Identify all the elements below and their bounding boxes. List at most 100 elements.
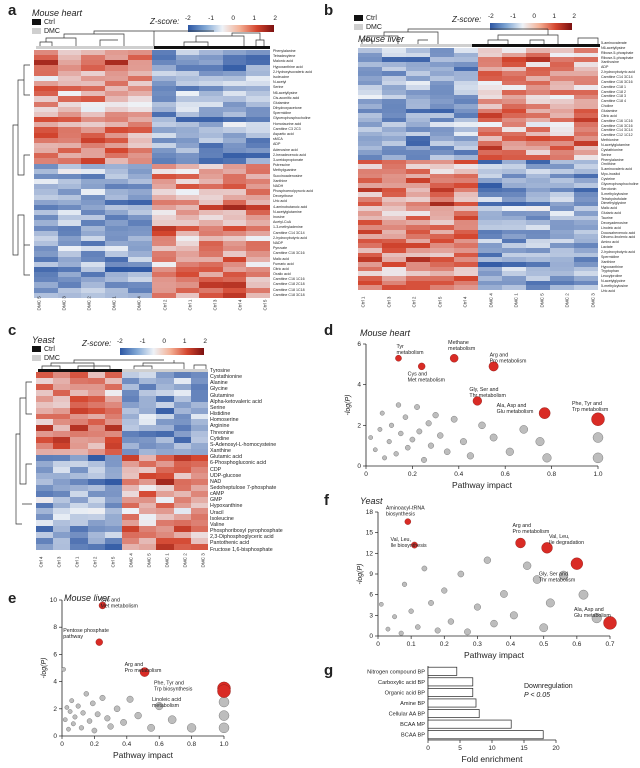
heatmap-cell (406, 145, 430, 151)
y-tick-label: 15 (366, 530, 374, 537)
heatmap-col-label: DMC 1 (164, 553, 170, 568)
heatmap-cell (406, 178, 430, 183)
heatmap-row-label: cAMP (210, 491, 225, 498)
data-point (392, 614, 397, 620)
heatmap-cell (156, 538, 174, 545)
heatmap-cell (454, 131, 478, 137)
heatmap-cell (70, 520, 88, 527)
heatmap-cell (175, 235, 200, 242)
bar (427, 730, 544, 740)
heatmap-cell (81, 199, 105, 205)
heatmap-cell (34, 241, 58, 247)
heatmap-cell (358, 159, 382, 165)
heatmap-cell (246, 142, 270, 149)
heatmap-cell (199, 194, 223, 200)
heatmap-cell (81, 215, 105, 221)
heatmap-cell (104, 241, 129, 247)
data-point (408, 608, 414, 614)
heatmap-cell (70, 377, 88, 384)
heatmap-cell (53, 461, 71, 467)
heatmap-cell (550, 150, 574, 156)
heatmap-cell (550, 159, 574, 165)
heatmap-cell (382, 229, 406, 235)
heatmap-cell (81, 225, 105, 231)
heatmap-cell (122, 437, 140, 444)
heatmap-cell (199, 142, 223, 149)
heatmap-cell (406, 66, 430, 72)
heatmap-cell (454, 103, 478, 109)
heatmap-cell (550, 280, 574, 286)
heatmap-cell (70, 472, 88, 479)
heatmap-cell (70, 455, 88, 461)
heatmap-cell (526, 131, 550, 137)
heatmap-cell (190, 526, 208, 533)
heatmap-cell (104, 168, 129, 174)
data-point (218, 710, 230, 721)
heatmap-cell (430, 234, 454, 239)
data-point (459, 438, 467, 446)
heatmap-row-label: Alpha-ketovaleric acid (210, 398, 262, 405)
heatmap-cell (502, 201, 526, 207)
heatmap-cell (430, 178, 454, 183)
heatmap-cell (81, 246, 105, 252)
data-point (64, 705, 70, 710)
heatmap-cell (81, 173, 105, 180)
heatmap-cell (358, 75, 382, 81)
heatmap-cell (34, 127, 58, 133)
heatmap-row-label: Glycerophosphocholine (273, 116, 311, 121)
y-axis-label: -log(P) (357, 563, 364, 584)
heatmap-cell (526, 173, 550, 179)
x-tick-label: 1.0 (219, 741, 228, 748)
heatmap-cell (222, 256, 247, 262)
heatmap-row-label: 2-hydroxybutyric acid (601, 70, 635, 75)
heatmap-row-label: Methylguanine (273, 168, 297, 173)
heatmap-cell (246, 122, 270, 128)
heatmap-cell (430, 276, 454, 281)
heatmap-cell (36, 514, 54, 521)
heatmap-cell (430, 52, 454, 58)
heatmap-cell (358, 85, 382, 90)
heatmap-cell (104, 526, 122, 533)
heatmap-cell (526, 141, 550, 146)
heatmap-cell (128, 96, 152, 102)
heatmap-cell (104, 194, 129, 200)
heatmap-cell (57, 96, 82, 102)
heatmap-cell (175, 204, 200, 211)
heatmap-cell (81, 132, 105, 138)
category-label: Amine BP (400, 701, 425, 707)
heatmap-cell (104, 235, 129, 242)
heatmap-cell (574, 182, 598, 188)
heatmap-cell (104, 215, 129, 221)
heatmap-cell (128, 163, 152, 169)
y-tick-label: 10 (50, 597, 58, 604)
heatmap-cell (34, 210, 58, 216)
heatmap-row-label: Tyrosine (210, 368, 231, 374)
heatmap-cell (550, 145, 574, 151)
heatmap-cell (478, 187, 502, 193)
heatmap-cell (358, 117, 382, 123)
heatmap-cell (502, 224, 526, 230)
heatmap-cell (34, 153, 58, 159)
heatmap-cell (222, 137, 247, 143)
point-annotation: Ala, Asp and Glu metabolism (574, 607, 611, 619)
heatmap-cell (122, 413, 140, 420)
heatmap-cell (526, 252, 550, 258)
heatmap-cell (104, 490, 122, 497)
heatmap-cell (406, 201, 430, 207)
heatmap-cell (36, 472, 54, 479)
heatmap-cell (406, 285, 430, 290)
data-point (432, 412, 439, 419)
heatmap-cell (173, 425, 191, 432)
heatmap-cell (246, 210, 270, 216)
heatmap-cell (382, 150, 406, 156)
heatmap-cell (406, 248, 430, 253)
heatmap-cell (574, 252, 598, 258)
heatmap-cell (36, 413, 54, 420)
data-point (591, 613, 602, 624)
heatmap-cell (454, 71, 478, 76)
heatmap-cell (128, 111, 152, 118)
heatmap-cell (502, 262, 526, 267)
heatmap-cell (70, 425, 88, 432)
heatmap-cell (246, 277, 270, 283)
heatmap-cell (139, 443, 157, 450)
